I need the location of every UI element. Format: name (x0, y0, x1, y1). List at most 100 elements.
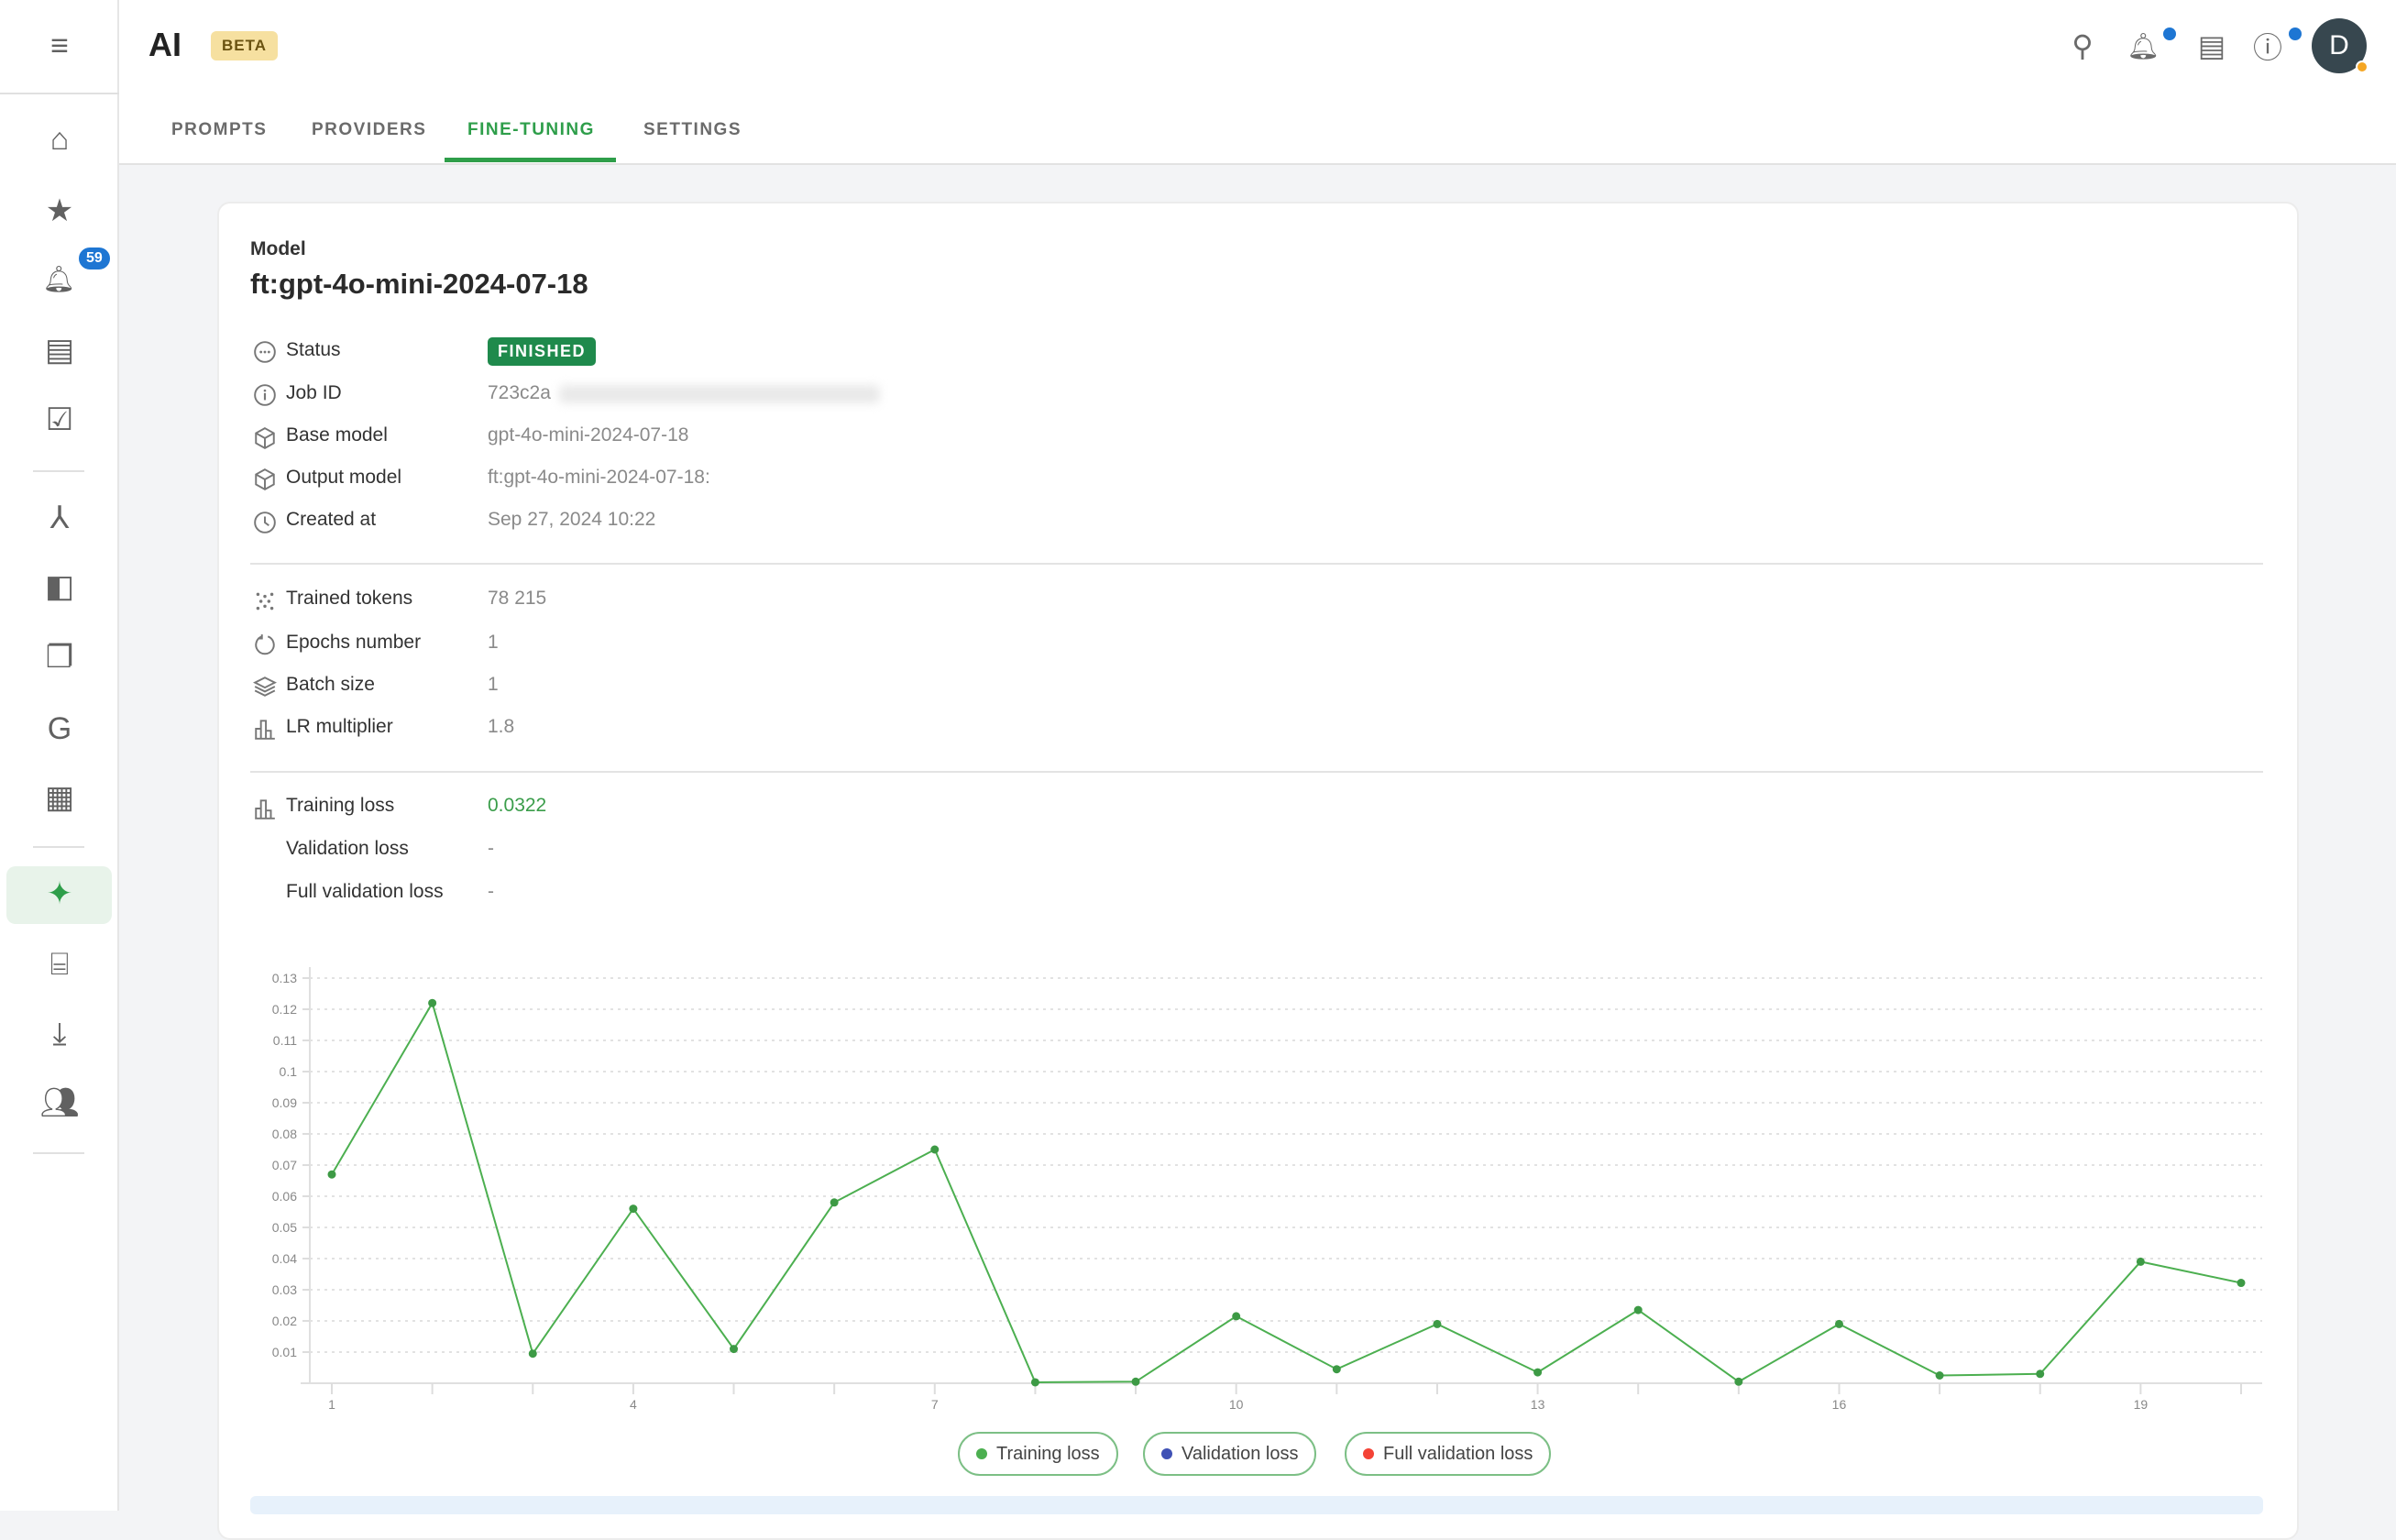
sidebar-item-ai-active[interactable] (6, 866, 112, 924)
y-tick-label: 0.03 (272, 1282, 297, 1297)
data-point (1131, 1377, 1140, 1386)
data-point (1935, 1371, 1944, 1380)
base-model-value: gpt-4o-mini-2024-07-18 (488, 424, 689, 446)
y-tick-label: 0.06 (272, 1189, 297, 1204)
divider (33, 470, 84, 472)
data-point (1332, 1365, 1341, 1374)
layers-icon (253, 676, 277, 697)
beta-badge: BETA (211, 31, 279, 60)
data-point (2136, 1257, 2145, 1266)
legend-label: Training loss (996, 1443, 1100, 1464)
data-point (327, 1170, 336, 1179)
batch-size-label: Batch size (286, 674, 375, 695)
model-section-label: Model (250, 238, 306, 259)
legend-dot-red (1363, 1448, 1374, 1459)
lr-multiplier-label: LR multiplier (286, 716, 393, 737)
job-id-value: 723c2a (488, 382, 551, 403)
tab-settings[interactable]: SETTINGS (643, 120, 742, 139)
bar-chart-icon (255, 799, 275, 820)
output-model-label: Output model (286, 467, 402, 488)
x-tick-label: 4 (630, 1397, 637, 1412)
active-tab-indicator (445, 158, 616, 162)
model-name: ft:gpt-4o-mini-2024-07-18 (250, 268, 588, 300)
legend-dot-green (976, 1448, 987, 1459)
lr-multiplier-value: 1.8 (488, 716, 515, 737)
star-icon[interactable]: ★ (45, 193, 74, 228)
messages-icon[interactable]: ▤ (2197, 29, 2226, 62)
task-icon[interactable]: ☑ (45, 402, 74, 437)
epochs-label: Epochs number (286, 632, 422, 653)
series-line (331, 1000, 2242, 1383)
calculator-icon[interactable]: ▦ (44, 780, 75, 815)
people-icon[interactable]: 👥︎ (39, 1085, 80, 1120)
cube-icon (255, 427, 275, 449)
library-icon[interactable]: ❐ (45, 640, 74, 675)
divider (0, 93, 119, 94)
data-point (1633, 1305, 1643, 1314)
y-tick-label: 0.09 (272, 1095, 297, 1110)
tab-fine-tuning[interactable]: FINE-TUNING (467, 120, 595, 139)
divider (33, 846, 84, 848)
y-tick-label: 0.12 (272, 1002, 297, 1017)
trained-tokens-value: 78 215 (488, 588, 547, 609)
legend-label: Full validation loss (1383, 1443, 1533, 1464)
bar-chart-icon (255, 720, 275, 740)
created-value: Sep 27, 2024 10:22 (488, 509, 656, 530)
help-icon[interactable]: ⓘ (2252, 31, 2282, 64)
layout-icon[interactable]: ◧ (44, 569, 75, 604)
data-point (1533, 1368, 1543, 1377)
training-loss-value: 0.0322 (488, 795, 547, 816)
data-point (629, 1204, 638, 1214)
created-label: Created at (286, 509, 377, 530)
y-tick-label: 0.07 (272, 1158, 297, 1172)
ai-sparkle-icon[interactable]: ✦ (46, 876, 73, 911)
divider (250, 563, 2263, 565)
y-tick-label: 0.1 (280, 1064, 298, 1079)
legend-full-validation-loss[interactable]: Full validation loss (1345, 1432, 1552, 1476)
legend-validation-loss[interactable]: Validation loss (1143, 1432, 1317, 1476)
tab-providers[interactable]: PROVIDERS (312, 120, 427, 139)
sidebar: ≡ ⌂ ★ 🔔︎ 59 ▤ ☑ ⅄ ◧ ❐ G ▦ ✦ ⌸ ⤓ 👥︎ (0, 0, 119, 1511)
fine-tune-job-card (217, 202, 2299, 1540)
chat-icon[interactable]: ▤ (44, 333, 75, 368)
job-id-label: Job ID (286, 382, 342, 403)
x-tick-label: 1 (328, 1397, 335, 1412)
divider (250, 771, 2263, 773)
legend-training-loss[interactable]: Training loss (958, 1432, 1118, 1476)
tokens-icon (256, 592, 274, 610)
full-validation-loss-label: Full validation loss (286, 881, 444, 902)
store-icon[interactable]: ⌸ (49, 947, 70, 982)
presence-dot (2356, 60, 2369, 73)
epochs-icon (255, 634, 275, 655)
notification-badge: 59 (77, 246, 112, 271)
menu-icon[interactable]: ≡ (50, 28, 69, 63)
tab-prompts[interactable]: PROMPTS (171, 120, 268, 139)
output-model-value: ft:gpt-4o-mini-2024-07-18: (488, 467, 710, 488)
job-id-redacted (559, 385, 880, 403)
search-icon[interactable]: ⚲ (2072, 29, 2094, 62)
home-icon[interactable]: ⌂ (49, 122, 70, 157)
status-icon (254, 341, 276, 363)
data-point (1232, 1312, 1241, 1321)
bell-icon[interactable]: 🔔︎ (42, 265, 75, 293)
y-tick-label: 0.13 (272, 971, 297, 985)
hub-icon[interactable]: ⅄ (49, 500, 70, 535)
info-banner (250, 1496, 2263, 1514)
clock-icon (254, 512, 276, 534)
data-point (1834, 1319, 1843, 1328)
translate-icon[interactable]: G (47, 711, 72, 746)
data-point (2237, 1279, 2246, 1288)
notifications-icon[interactable]: 🔔︎ (2127, 31, 2160, 60)
x-tick-label: 16 (1832, 1397, 1847, 1412)
cube-icon (255, 468, 275, 490)
download-icon[interactable]: ⤓ (52, 1017, 67, 1051)
data-point (930, 1145, 940, 1154)
y-tick-label: 0.08 (272, 1127, 297, 1141)
legend-dot-blue (1161, 1448, 1172, 1459)
training-loss-label: Training loss (286, 795, 395, 816)
data-point (1030, 1378, 1039, 1387)
data-point (730, 1345, 739, 1354)
status-label: Status (286, 339, 341, 360)
legend-label: Validation loss (1182, 1443, 1299, 1464)
data-point (428, 998, 437, 1007)
